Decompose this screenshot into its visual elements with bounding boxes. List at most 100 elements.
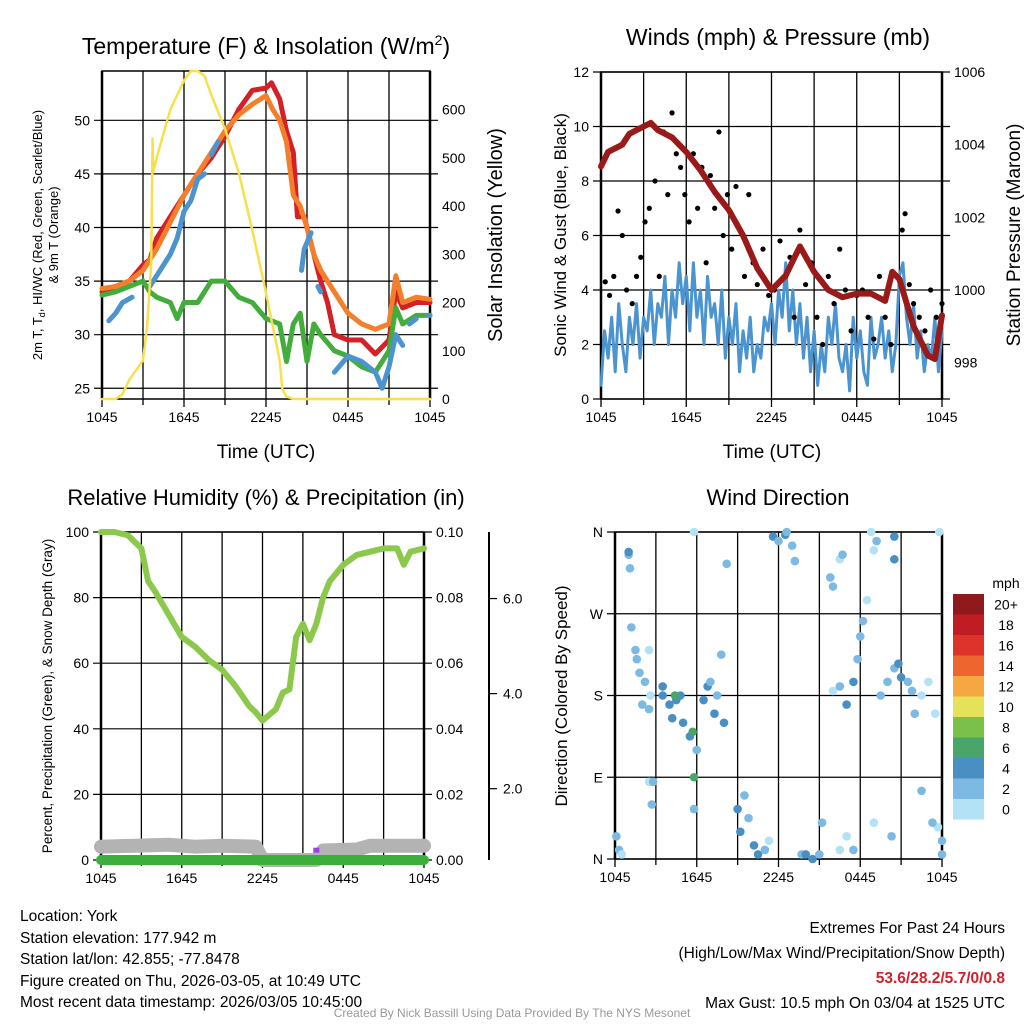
extremes: Extremes For Past 24 Hours (High/Low/Max… [679,916,1006,1016]
direction-point [930,709,940,718]
direction-point [928,818,937,827]
y-tick-label: 45 [74,166,90,182]
direction-point [764,836,774,846]
y-tick-label: 60 [73,655,89,671]
x-tick-label: 2245 [247,870,278,886]
direction-point [712,691,722,700]
precip-marker [313,847,320,853]
legend-label: 10 [998,699,1014,715]
y2-tick-label: 0.06 [436,655,463,671]
legend-swatch [953,635,984,656]
gust-point [939,301,945,307]
legend-swatch [953,778,984,799]
direction-point [665,700,674,709]
legend-label: 16 [998,637,1014,653]
direction-point [825,573,835,582]
legend-title: mph [992,575,1019,591]
gust-point [766,292,772,299]
direction-point [699,695,708,705]
direction-point [736,827,745,837]
gust-point [606,292,613,299]
gust-point [842,287,848,293]
y-tick-label: 40 [73,721,89,737]
direction-point [872,536,881,546]
gust-point [669,110,675,116]
x-tick-label: 2245 [763,869,794,885]
gust-point [695,205,701,211]
gust-point [888,341,894,348]
y-tick-label: 25 [74,380,90,396]
gust-point [916,314,922,320]
direction-point [760,845,770,855]
y-tick-label: N [593,851,603,867]
legend-label: 14 [998,658,1014,674]
y2-tick-label: 998 [954,355,978,371]
legend-swatch [953,614,984,635]
y-tick-label: 20 [73,786,89,802]
direction-point [689,527,699,537]
gust-point [611,273,617,279]
direction-point [644,645,654,655]
direction-point [722,559,732,569]
y-tick-label: 12 [573,64,589,80]
direction-point [858,616,868,626]
direction-point [667,713,677,723]
x-tick-label: 1645 [166,870,197,886]
gust-point [712,205,718,211]
gust-point [910,301,917,307]
extremes-subtitle: (High/Low/Max Wind/Precipitation/Snow De… [678,945,1006,962]
gust-point [848,328,854,334]
direction-point [869,545,879,555]
gust-point [652,178,658,184]
winds-axes [593,71,950,407]
gust-point [820,341,826,348]
x-tick-label: 1045 [408,870,439,886]
y-tick-label: S [594,688,603,704]
x-tick-label: 0445 [845,869,876,885]
y-tick-label: 4 [581,282,589,298]
direction-point [815,850,824,859]
humidity-title: Relative Humidity (%) & Precipitation (i… [67,485,464,510]
direction-point [689,772,699,782]
direction-point [647,800,657,809]
x-tick-label: 0445 [841,409,872,425]
legend-label: 20+ [994,596,1018,612]
legend-swatch [953,655,984,676]
direction-point [855,632,865,641]
direction-point [890,554,899,564]
gust-point [933,314,939,320]
rh-line [98,529,427,724]
direction-point [842,831,851,841]
legend-swatch [953,799,984,820]
direction-point [670,691,680,700]
direction-point [835,682,845,691]
gust-point [729,246,735,252]
gust-point [703,260,709,266]
y2-tick-label: 0.02 [436,786,463,802]
direction-point [658,682,667,691]
direction-point [883,677,892,687]
direction-point [624,547,633,557]
y2-tick-label: 0 [442,391,450,407]
series-hiwc-line [147,171,207,289]
y-tick-label: 0 [581,391,589,407]
gust-point [686,219,692,225]
extremes-values: 53.6/28.2/5.7/0/0.8 [875,970,1005,987]
direction-point [838,550,847,560]
direction-point [853,654,862,664]
y-tick-label: N [593,524,603,540]
series-insolation-line [100,69,432,401]
y-tick-label: 0 [81,852,89,868]
x-tick-label: 1645 [671,409,702,425]
direction-point [719,718,729,728]
gust-point [682,192,688,198]
legend-swatch [953,696,984,717]
y-tick-label: 50 [74,112,90,128]
humidity-axes [93,531,432,868]
lat-lon: Station lat/lon: 42.855; -77.8478 [20,951,240,968]
legend-label: 0 [1002,801,1010,817]
gust-point [865,314,871,320]
direction-point [862,595,872,605]
direction-point [801,850,811,859]
winds-ylabel: Sonic Wind & Gust (Blue, Black) [551,113,570,357]
